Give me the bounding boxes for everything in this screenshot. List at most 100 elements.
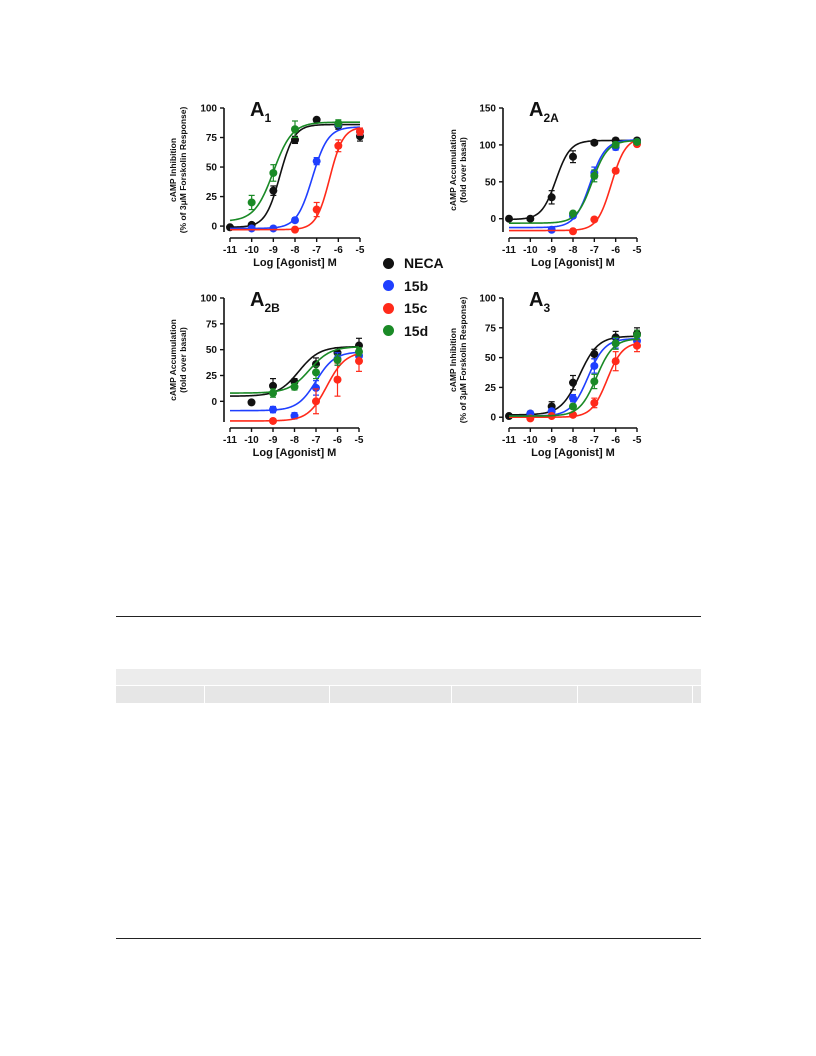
legend-item-15c: 15c <box>383 297 473 320</box>
data-point-neca <box>269 186 278 195</box>
x-axis-label: Log [Agonist] M <box>531 447 615 459</box>
y-tick-label: 75 <box>206 133 218 144</box>
y-tick-label: 50 <box>206 163 218 174</box>
x-tick-label: -8 <box>569 435 578 446</box>
data-point-15d <box>247 198 256 207</box>
legend-marker <box>383 302 394 314</box>
legend-label: 15d <box>404 322 429 339</box>
data-point-neca <box>569 378 577 387</box>
x-tick-label: -9 <box>269 245 278 256</box>
x-tick-label: -8 <box>569 245 578 256</box>
data-point-15d <box>334 119 343 128</box>
data-point-15d <box>569 402 577 411</box>
table-header-cell <box>329 686 452 703</box>
panel-title-subscript: 2A <box>543 111 559 125</box>
y-tick-label: 0 <box>211 397 217 408</box>
x-tick-label: -6 <box>334 245 343 256</box>
data-point-15b <box>312 383 320 392</box>
data-point-neca <box>590 350 599 359</box>
data-point-15c <box>312 205 321 214</box>
x-tick-label: -8 <box>291 245 300 256</box>
y-axis-label: cAMP Accumulation <box>448 129 458 211</box>
x-axis-label: Log [Agonist] M <box>253 447 337 459</box>
y-tick-label: 0 <box>490 413 496 424</box>
x-tick-label: -5 <box>355 435 364 446</box>
data-point-15d <box>355 347 363 356</box>
x-tick-label: -10 <box>523 245 538 256</box>
x-tick-label: -7 <box>590 435 599 446</box>
table-header-cell <box>116 686 205 703</box>
data-point-neca <box>547 193 556 202</box>
x-tick-label: -9 <box>547 245 556 256</box>
y-tick-label: 0 <box>490 214 496 225</box>
x-tick-label: -10 <box>244 435 259 446</box>
x-tick-label: -5 <box>633 245 642 256</box>
panel-title-subscript: 2B <box>264 301 280 315</box>
panel-title: A1 <box>250 99 271 125</box>
data-point-15b <box>291 216 299 225</box>
y-tick-label: 0 <box>211 222 217 233</box>
x-tick-label: -5 <box>633 435 642 446</box>
chart-panel-a3: 0 25 50 75 100 -11 -10 -9 -8 -7 -6 -5 Log [Agonist] … <box>448 289 642 459</box>
x-axis-label: Log [Agonist] M <box>531 257 615 269</box>
legend-item-15b: 15b <box>383 275 473 298</box>
y-axis-label: (% of 3μM Forskolin Response) <box>178 107 188 234</box>
legend-label: NECA <box>404 255 444 272</box>
data-point-15b <box>312 157 321 166</box>
table-header-band <box>116 669 701 685</box>
data-point-15c <box>590 398 599 407</box>
table-header-cell <box>577 686 693 703</box>
panel-title-subscript: 3 <box>543 301 550 315</box>
data-point-15d <box>290 382 299 391</box>
data-point-15c <box>633 341 641 350</box>
data-point-15b <box>569 394 577 403</box>
y-tick-label: 50 <box>485 177 497 188</box>
y-tick-label: 150 <box>479 104 496 115</box>
legend-item-neca: NECA <box>383 252 473 275</box>
data-point-15b <box>247 224 256 233</box>
data-point-neca <box>526 214 535 223</box>
data-point-15c <box>611 357 620 366</box>
data-point-15c <box>590 215 599 224</box>
y-tick-label: 50 <box>206 345 218 356</box>
data-point-15d <box>312 368 320 377</box>
x-tick-label: -7 <box>312 435 321 446</box>
x-tick-label: -11 <box>502 435 516 446</box>
table-header-cell <box>204 686 330 703</box>
y-tick-label: 25 <box>485 383 497 394</box>
chart-panel-a2b: 0 25 50 75 100 -11 -10 -9 -8 -7 -6 -5 Log [Agonist] … <box>168 289 364 459</box>
data-point-15b <box>590 361 599 370</box>
data-point-neca <box>312 115 321 124</box>
table-bottom-rule <box>116 938 701 939</box>
x-tick-label: -8 <box>290 435 299 446</box>
data-point-15c <box>291 225 299 234</box>
data-point-15c <box>356 127 364 136</box>
data-point-15c <box>334 141 343 150</box>
y-tick-label: 100 <box>200 104 217 115</box>
data-point-15c <box>611 166 620 175</box>
legend-marker <box>383 325 394 337</box>
chart-legend: NECA 15b 15c 15d <box>383 252 473 342</box>
data-point-15d <box>633 330 641 339</box>
panel-title: A2B <box>250 289 280 315</box>
y-axis-label: (% of 3μM Forskolin Response) <box>458 297 468 424</box>
x-tick-label: -11 <box>223 245 237 256</box>
data-point-15d <box>569 209 577 218</box>
y-tick-label: 100 <box>479 294 496 305</box>
chart-panel-a2a: 0 50 100 150 -11 -10 -9 -8 -7 -6 -5 Log [Agonist] M… <box>448 99 642 269</box>
data-point-neca <box>590 138 599 147</box>
y-tick-label: 75 <box>485 323 497 334</box>
table-subheader-band <box>116 686 701 703</box>
table-header-cell <box>451 686 578 703</box>
data-point-15b <box>269 405 277 414</box>
data-point-15d <box>611 140 620 149</box>
y-tick-label: 25 <box>206 371 218 382</box>
y-axis-label: (fold over basal) <box>458 137 468 203</box>
x-tick-label: -11 <box>502 245 516 256</box>
x-tick-label: -11 <box>223 435 237 446</box>
y-axis-label: cAMP Inhibition <box>168 138 178 202</box>
x-tick-label: -7 <box>590 245 599 256</box>
data-point-15c <box>269 416 277 425</box>
panel-title: A3 <box>529 289 550 315</box>
x-tick-label: -5 <box>356 245 365 256</box>
